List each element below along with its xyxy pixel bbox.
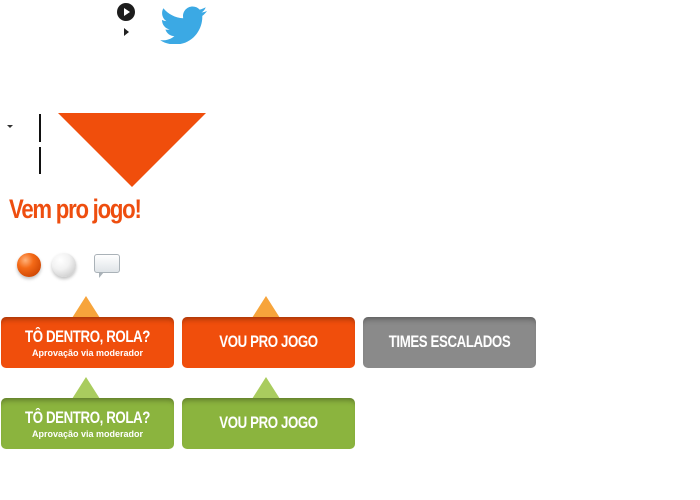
button-label: VOU PRO JOGO: [219, 413, 318, 432]
caret-down-icon[interactable]: [7, 125, 13, 128]
divider: [39, 114, 41, 142]
orange-ball-icon[interactable]: [17, 253, 41, 277]
up-arrow-icon: [72, 377, 100, 399]
vou-pro-jogo-button-orange[interactable]: VOU PRO JOGO: [182, 317, 355, 368]
button-sublabel: Aprovação via moderador: [31, 429, 144, 439]
speech-bubble-icon[interactable]: [94, 254, 120, 278]
up-arrow-icon: [72, 296, 100, 318]
button-sublabel: Aprovação via moderador: [31, 348, 144, 358]
button-label: TIMES ESCALADOS: [388, 332, 511, 351]
button-label: TÔ DENTRO, ROLA?: [25, 408, 150, 427]
white-ball-icon[interactable]: [52, 253, 76, 277]
button-label: VOU PRO JOGO: [219, 332, 318, 351]
vou-pro-jogo-button-green[interactable]: VOU PRO JOGO: [182, 398, 355, 449]
orange-triangle-decoration: [58, 113, 206, 187]
up-arrow-icon: [252, 377, 280, 399]
twitter-bird-icon[interactable]: [160, 6, 208, 44]
up-arrow-icon: [252, 296, 280, 318]
play-triangle-icon[interactable]: [124, 28, 129, 36]
divider: [39, 147, 41, 174]
to-dentro-button-green[interactable]: TÔ DENTRO, ROLA? Aprovação via moderador: [1, 398, 174, 449]
times-escalados-button[interactable]: TIMES ESCALADOS: [363, 317, 536, 368]
button-label: TÔ DENTRO, ROLA?: [25, 327, 150, 346]
play-circle-icon[interactable]: [117, 3, 135, 21]
page-title: Vem pro jogo!: [9, 194, 142, 224]
to-dentro-button-orange[interactable]: TÔ DENTRO, ROLA? Aprovação via moderador: [1, 317, 174, 368]
